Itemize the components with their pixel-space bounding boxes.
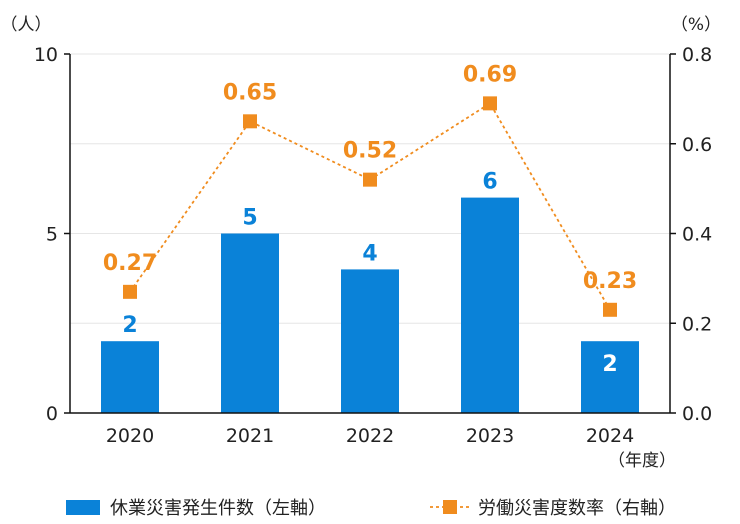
bar-value-label: 4 — [362, 241, 377, 266]
bar — [341, 269, 399, 413]
bar — [101, 341, 159, 413]
rate-value-label: 0.52 — [343, 139, 397, 164]
rate-marker — [243, 114, 257, 129]
bar — [461, 197, 519, 413]
legend: 休業災害発生件数（左軸） 労働災害度数率（右軸） — [66, 498, 676, 519]
right-tick-label: 0.0 — [682, 403, 712, 425]
x-tick-label: 2023 — [466, 425, 514, 447]
left-tick-label: 0 — [46, 403, 58, 425]
line-layer — [123, 96, 617, 317]
rate-value-label: 0.65 — [223, 80, 277, 105]
legend-bar-swatch — [66, 500, 100, 515]
rate-marker — [363, 172, 377, 187]
bar-value-label: 2 — [602, 352, 617, 377]
right-tick-label: 0.8 — [682, 44, 712, 66]
tick-layer: 0 5 10 0.0 0.2 0.4 0.6 0.8 2020 2021 2022 2023 2024 — [34, 44, 712, 447]
right-tick-label: 0.6 — [682, 134, 712, 156]
rate-value-label: 0.27 — [103, 251, 157, 276]
x-tick-label: 2021 — [226, 425, 274, 447]
right-axis-unit: （%） — [671, 15, 721, 35]
rate-marker — [483, 96, 497, 111]
bar-value-label: 6 — [482, 170, 497, 195]
left-tick-label: 10 — [34, 44, 58, 66]
label-layer: 2 5 4 6 2 0.27 0.65 0.52 0.69 0.23 — [103, 62, 637, 377]
bar — [581, 341, 639, 413]
right-tick-label: 0.2 — [682, 313, 712, 335]
right-tick-label: 0.4 — [682, 224, 712, 246]
rate-line — [129, 102, 611, 311]
x-tick-label: 2024 — [586, 425, 634, 447]
bar-layer — [101, 197, 639, 413]
rate-value-label: 0.23 — [583, 269, 637, 294]
legend-line-marker — [443, 500, 457, 514]
x-axis-unit: （年度） — [608, 451, 676, 471]
left-tick-label: 5 — [46, 224, 58, 246]
bar — [221, 233, 279, 413]
legend-line-label: 労働災害度数率（右軸） — [478, 498, 676, 519]
bar-value-label: 5 — [242, 206, 257, 231]
left-axis-unit: （人） — [1, 15, 52, 35]
rate-value-label: 0.69 — [463, 62, 517, 87]
rate-marker — [603, 302, 617, 317]
rate-marker — [123, 284, 137, 299]
x-tick-label: 2020 — [106, 425, 154, 447]
axis-layer: （人） （%） （年度） — [1, 15, 722, 471]
x-tick-label: 2022 — [346, 425, 394, 447]
legend-bar-label: 休業災害発生件数（左軸） — [110, 498, 326, 519]
bar-value-label: 2 — [122, 313, 137, 338]
